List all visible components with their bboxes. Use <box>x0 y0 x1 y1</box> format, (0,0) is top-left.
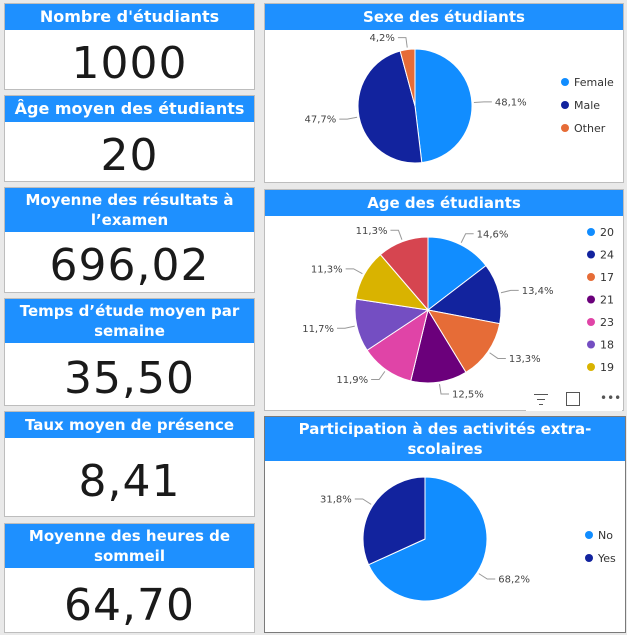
leader-line <box>397 37 408 48</box>
legend-item[interactable]: No <box>598 529 613 542</box>
gender-pie-chart[interactable]: 48,1% 47,7% 4,2% Female Male Other <box>265 30 624 183</box>
data-label: 31,8% <box>320 494 352 505</box>
legend-marker[interactable] <box>561 124 569 132</box>
chart-title: Participation à des activités extra-scol… <box>265 417 625 461</box>
legend-item[interactable]: 20 <box>600 226 614 239</box>
pie-slice[interactable] <box>379 236 429 312</box>
data-label: 11,7% <box>302 324 334 335</box>
legend-item[interactable]: 21 <box>600 294 614 307</box>
legend-marker[interactable] <box>587 318 595 326</box>
leader-line <box>473 101 492 103</box>
leader-line <box>339 116 358 120</box>
kpi-value: 20 <box>100 130 159 181</box>
kpi-card-study-time: Temps d’étude moyen par semaine 35,50 <box>4 298 255 406</box>
data-label: 11,9% <box>336 375 368 386</box>
leader-line <box>460 233 474 243</box>
leader-line <box>354 498 372 505</box>
kpi-card-exam-results: Moyenne des résultats à l’examen 696,02 <box>4 187 255 293</box>
kpi-value: 35,50 <box>64 353 195 404</box>
legend-item[interactable]: Yes <box>597 552 616 565</box>
legend-marker[interactable] <box>585 531 593 539</box>
chart-card-gender[interactable]: Sexe des étudiants 48,1% 47,7% 4,2% Female M… <box>264 3 624 183</box>
legend-marker[interactable] <box>587 250 595 259</box>
legend-item[interactable]: 19 <box>600 361 614 374</box>
legend-item[interactable]: Male <box>574 99 600 112</box>
legend-item[interactable]: 24 <box>600 249 614 262</box>
leader-line <box>371 371 386 381</box>
kpi-title: Taux moyen de présence <box>5 412 254 438</box>
kpi-title: Temps d’étude moyen par semaine <box>5 299 254 343</box>
leader-line <box>478 573 496 580</box>
legend-marker[interactable] <box>587 273 595 281</box>
pie-slice[interactable] <box>426 309 501 374</box>
data-label: 4,2% <box>370 33 395 44</box>
visual-toolbar: ••• <box>526 389 622 411</box>
kpi-value: 696,02 <box>49 240 210 291</box>
chart-card-age[interactable]: Age des étudiants 14,6% 13,4% 13,3% 12,5% 11… <box>264 189 624 411</box>
leader-line <box>500 289 519 294</box>
legend-marker[interactable] <box>587 340 595 349</box>
pie-slice[interactable] <box>357 50 423 164</box>
data-label: 47,7% <box>304 115 336 126</box>
legend-marker[interactable] <box>587 228 595 236</box>
kpi-title: Nombre d'étudiants <box>5 4 254 30</box>
kpi-card-sleep-hours: Moyenne des heures de sommeil 64,70 <box>4 523 255 633</box>
kpi-title: Moyenne des résultats à l’examen <box>5 188 254 232</box>
legend-item[interactable]: 17 <box>600 271 614 284</box>
legend-item[interactable]: Female <box>574 76 614 89</box>
legend-marker[interactable] <box>561 78 569 86</box>
kpi-value: 64,70 <box>64 580 195 631</box>
kpi-value: 1000 <box>71 38 188 89</box>
legend-marker[interactable] <box>585 554 593 562</box>
focus-mode-icon[interactable] <box>566 392 580 406</box>
kpi-card-attendance: Taux moyen de présence 8,41 <box>4 411 255 517</box>
chart-title: Age des étudiants <box>265 190 623 216</box>
data-label: 13,4% <box>522 286 554 297</box>
data-label: 11,3% <box>356 226 388 237</box>
pie-slice[interactable] <box>362 476 426 566</box>
data-label: 48,1% <box>495 97 527 108</box>
filter-icon[interactable] <box>534 393 548 405</box>
data-label: 13,3% <box>509 354 541 365</box>
chart-title: Sexe des étudiants <box>265 4 623 30</box>
age-pie-chart[interactable]: 14,6% 13,4% 13,3% 12,5% 11,9% 11,7% 11,3% 11,3%… <box>265 216 624 411</box>
kpi-title: Âge moyen des étudiants <box>5 96 254 122</box>
legend-marker[interactable] <box>561 101 569 109</box>
legend-marker[interactable] <box>587 295 595 304</box>
pie-slice[interactable] <box>414 48 473 164</box>
data-label: 11,3% <box>311 264 343 275</box>
leader-line <box>336 325 355 329</box>
legend-item[interactable]: 18 <box>600 339 614 352</box>
more-options-icon[interactable]: ••• <box>600 391 622 405</box>
data-label: 68,2% <box>498 575 530 586</box>
data-label: 14,6% <box>477 229 509 240</box>
kpi-card-students: Nombre d'étudiants 1000 <box>4 3 255 90</box>
legend-item[interactable]: 23 <box>600 316 614 329</box>
leader-line <box>390 229 403 240</box>
kpi-value: 8,41 <box>78 456 181 507</box>
pie-slice[interactable] <box>399 48 416 107</box>
pie-slice[interactable] <box>427 236 487 312</box>
chart-card-extracurricular[interactable]: Participation à des activités extra-scol… <box>264 416 626 633</box>
kpi-card-mean-age: Âge moyen des étudiants 20 <box>4 95 255 182</box>
extracurricular-pie-chart[interactable]: 68,2% 31,8% No Yes <box>265 463 626 633</box>
legend-item[interactable]: Other <box>574 122 606 135</box>
pie-slice[interactable] <box>367 476 488 602</box>
leader-line <box>439 384 450 395</box>
data-label: 12,5% <box>452 389 484 400</box>
leader-line <box>489 352 506 359</box>
pie-slice[interactable] <box>410 308 467 384</box>
kpi-title: Moyenne des heures de sommeil <box>5 524 254 568</box>
pie-slice[interactable] <box>426 264 502 325</box>
legend-marker[interactable] <box>587 363 595 371</box>
leader-line <box>345 268 363 275</box>
